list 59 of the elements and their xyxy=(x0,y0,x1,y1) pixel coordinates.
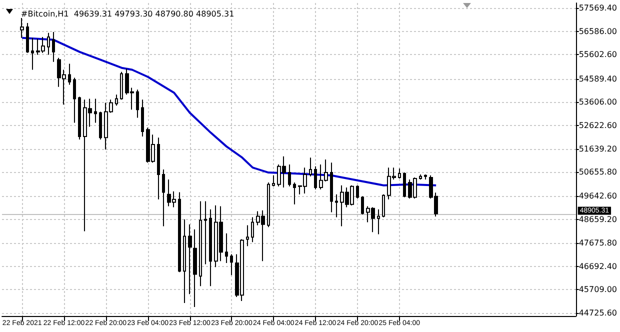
candlestick xyxy=(419,174,422,180)
candlestick xyxy=(157,137,160,200)
candlestick xyxy=(52,31,55,62)
y-tick-label: 45709.00 xyxy=(578,285,617,294)
y-tick-label: 53606.00 xyxy=(578,98,617,107)
y-tick-label: 44725.60 xyxy=(578,308,617,318)
y-tick-label: 48659.20 xyxy=(578,215,617,224)
y-tick-label: 51639.20 xyxy=(578,144,617,154)
candlestick xyxy=(225,232,228,264)
candlestick xyxy=(314,166,317,190)
candlestick xyxy=(246,224,249,247)
candlestick xyxy=(141,99,144,137)
candlestick xyxy=(335,194,338,218)
candlestick xyxy=(293,182,296,205)
candlestick xyxy=(330,162,333,213)
y-tick-label: 54589.40 xyxy=(578,74,617,84)
candlestick xyxy=(162,168,165,227)
candlestick xyxy=(251,216,254,243)
candlestick xyxy=(377,208,380,235)
candlestick xyxy=(272,174,275,187)
candlestick xyxy=(204,200,207,265)
candlestick xyxy=(136,89,139,118)
candlestick xyxy=(31,37,34,70)
candlestick xyxy=(68,63,71,86)
candlestick xyxy=(309,157,312,177)
candlestick xyxy=(120,71,123,100)
candlestick xyxy=(78,96,81,140)
y-tick-label: 52622.60 xyxy=(578,120,617,130)
candlestick xyxy=(183,218,186,304)
candlestick xyxy=(115,94,118,106)
candlestick xyxy=(99,111,102,140)
candlestick xyxy=(193,228,197,308)
candlestick xyxy=(267,182,270,228)
candlestick xyxy=(20,17,24,38)
y-tick-label: 57569.40 xyxy=(578,4,617,12)
y-tick-label: 50655.80 xyxy=(578,168,617,177)
candlestick xyxy=(356,184,359,199)
line-series xyxy=(21,36,438,186)
candlestick xyxy=(288,164,291,187)
candlestick xyxy=(382,194,385,218)
y-tick-label: 56586.00 xyxy=(578,26,617,36)
y-tick-label: 49642.60 xyxy=(578,192,617,201)
y-tick-label: 46692.40 xyxy=(578,262,617,271)
candlestick xyxy=(199,200,202,287)
candlestick xyxy=(178,192,181,273)
candlestick xyxy=(361,196,364,215)
candlestick xyxy=(403,172,406,198)
candlestick xyxy=(230,254,233,276)
candlestick xyxy=(94,98,97,124)
candlestick xyxy=(209,208,212,287)
candlestick xyxy=(26,22,29,54)
candlestick xyxy=(398,168,401,179)
y-tick-label: 47675.80 xyxy=(578,238,617,248)
text: #Bitcoin,H1 49639.31 49793.30 48790.80 48905.31 xyxy=(21,10,234,18)
candlestick xyxy=(73,77,76,124)
candlestick xyxy=(47,32,50,56)
y-tick-label: 55602.60 xyxy=(578,50,617,60)
candlestick xyxy=(188,224,192,295)
candlestick xyxy=(424,174,427,180)
